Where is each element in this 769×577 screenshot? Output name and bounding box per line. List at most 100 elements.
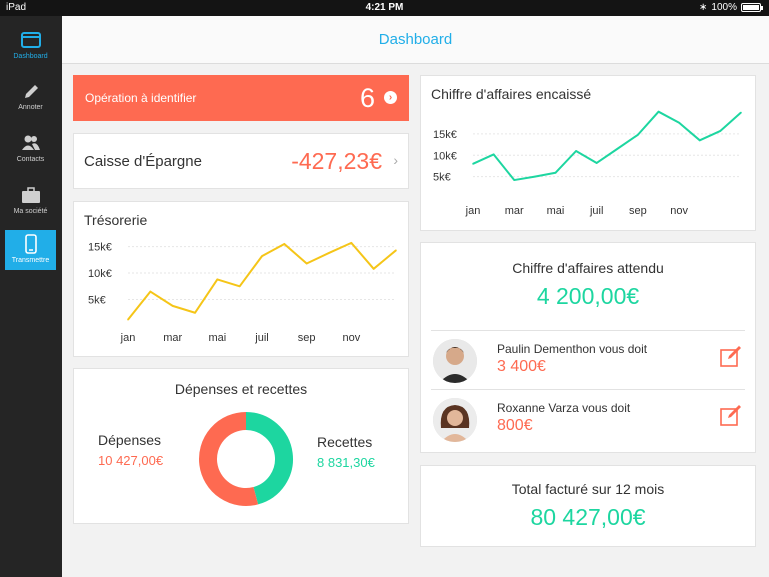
data-point xyxy=(657,110,660,113)
x-tick-label: mai xyxy=(547,205,565,217)
debtor-amount: 800€ xyxy=(497,417,533,434)
data-point xyxy=(575,150,577,152)
data-point xyxy=(595,162,598,164)
contacts-icon xyxy=(21,135,40,150)
data-point xyxy=(127,318,129,321)
avatar xyxy=(433,339,477,383)
sidebar-item-label: Ma société xyxy=(13,208,48,215)
x-tick-label: nov xyxy=(670,205,688,217)
data-point xyxy=(554,171,557,174)
device-label: iPad xyxy=(6,2,27,13)
operation-label: Opération à identifier xyxy=(85,91,197,105)
sidebar-item-label: Dashboard xyxy=(13,53,48,60)
data-point xyxy=(216,278,219,281)
ca-attendu-card: Chiffre d'affaires attendu 4 200,00€ Pau… xyxy=(420,242,756,453)
ca-encaisse-card[interactable]: Chiffre d'affaires encaissé 5k€ 10k€ 15k€ j… xyxy=(420,75,756,231)
status-time: 4:21 PM xyxy=(365,2,404,13)
data-point xyxy=(513,179,516,181)
sidebar-item-annoter[interactable]: Annoter xyxy=(5,77,56,117)
data-point xyxy=(698,139,701,142)
debtor-amount: 3 400€ xyxy=(497,358,546,375)
dashboard-icon xyxy=(20,32,41,48)
y-tick-label: 15k€ xyxy=(433,129,457,141)
x-tick-label: nov xyxy=(342,332,360,344)
y-tick-label: 5k€ xyxy=(433,172,451,184)
recettes-label: Recettes xyxy=(317,434,373,450)
bank-name: Caisse d'Épargne xyxy=(84,153,202,170)
x-tick-label: juil xyxy=(254,332,268,344)
x-tick-label: sep xyxy=(298,332,316,344)
donut-slice-depenses xyxy=(199,412,259,506)
data-point xyxy=(472,163,474,165)
total-facture-card: Total facturé sur 12 mois 80 427,00€ xyxy=(420,465,756,547)
status-bar: iPad 4:21 PM ∗ 100% xyxy=(0,0,769,16)
series-line xyxy=(472,110,742,182)
data-point xyxy=(149,290,152,293)
battery-icon xyxy=(741,3,763,12)
chevron-right-icon[interactable]: › xyxy=(384,91,397,104)
data-point xyxy=(328,252,330,254)
page-title: Dashboard xyxy=(378,31,453,48)
data-point xyxy=(171,305,174,307)
tresorerie-card[interactable]: Trésorerie 5k€ 10k€ 15k€ jan mar mai juil sep no… xyxy=(73,201,409,357)
y-tick-label: 10k€ xyxy=(88,268,112,280)
x-tick-label: mar xyxy=(505,205,524,217)
sidebar: Dashboard Annoter Contacts Ma société Tr… xyxy=(0,16,62,577)
debtor-row[interactable]: Roxanne Varza vous doit 800€ xyxy=(431,389,745,447)
sidebar-item-societe[interactable]: Ma société xyxy=(5,181,56,221)
sidebar-item-label: Transmettre xyxy=(11,257,50,264)
ca-encaisse-chart: 5k€ 10k€ 15k€ jan mar mai juil sep nov xyxy=(433,110,742,217)
ca-attendu-title: Chiffre d'affaires attendu xyxy=(512,260,664,276)
sidebar-item-dashboard[interactable]: Dashboard xyxy=(5,26,56,66)
edit-icon[interactable] xyxy=(719,404,743,428)
data-point xyxy=(719,130,722,132)
total-facture-title: Total facturé sur 12 mois xyxy=(511,481,665,497)
briefcase-icon xyxy=(21,187,40,203)
debtor-row[interactable]: Paulin Dementhon vous doit 3 400€ xyxy=(431,330,745,388)
series-line xyxy=(127,241,397,321)
x-tick-label: jan xyxy=(465,205,481,217)
data-point xyxy=(395,249,397,252)
data-point xyxy=(238,285,241,288)
total-facture-amount: 80 427,00€ xyxy=(530,504,646,530)
ca-encaisse-title: Chiffre d'affaires encaissé xyxy=(431,86,592,102)
x-tick-label: sep xyxy=(629,205,647,217)
tresorerie-title: Trésorerie xyxy=(84,212,148,228)
data-point xyxy=(616,148,619,150)
sidebar-item-label: Annoter xyxy=(18,104,43,111)
depenses-recettes-donut xyxy=(199,412,293,506)
data-point xyxy=(637,133,639,136)
data-point xyxy=(350,242,353,244)
ca-attendu-amount: 4 200,00€ xyxy=(536,283,640,309)
x-tick-label: jan xyxy=(120,332,136,344)
y-tick-label: 10k€ xyxy=(433,150,457,162)
y-tick-label: 5k€ xyxy=(88,295,106,307)
depenses-recettes-card[interactable]: Dépenses et recettes Dépenses 10 427,00€… xyxy=(73,368,409,524)
sidebar-item-transmettre[interactable]: Transmettre xyxy=(5,230,56,270)
recettes-value: 8 831,30€ xyxy=(317,455,375,470)
donut-slice-recettes xyxy=(245,412,293,505)
edit-icon[interactable] xyxy=(719,345,743,369)
debtor-name: Roxanne Varza vous doit xyxy=(497,401,631,415)
depenses-value: 10 427,00€ xyxy=(98,453,164,468)
bluetooth-icon: ∗ xyxy=(699,2,708,13)
bank-balance: -427,23€ xyxy=(291,148,382,174)
chevron-right-icon: › xyxy=(393,152,398,168)
debtor-name: Paulin Dementhon vous doit xyxy=(497,342,648,356)
x-tick-label: juil xyxy=(589,205,603,217)
depenses-label: Dépenses xyxy=(98,432,162,448)
tresorerie-chart: 5k€ 10k€ 15k€ jan mar mai juil sep nov xyxy=(88,241,397,344)
data-point xyxy=(740,111,742,114)
operation-count: 6 xyxy=(359,83,375,113)
pencil-icon xyxy=(24,85,38,98)
x-tick-label: mar xyxy=(163,332,182,344)
bank-account-card[interactable]: Caisse d'Épargne -427,23€ › xyxy=(73,133,409,189)
y-tick-label: 15k€ xyxy=(88,242,112,254)
sidebar-item-contacts[interactable]: Contacts xyxy=(5,129,56,169)
header: Dashboard xyxy=(62,16,769,64)
operation-card[interactable]: Opération à identifier 6 › xyxy=(73,75,409,121)
avatar xyxy=(433,398,477,442)
data-point xyxy=(492,153,495,156)
data-point xyxy=(283,243,286,245)
status-right: ∗ 100% xyxy=(699,2,763,13)
